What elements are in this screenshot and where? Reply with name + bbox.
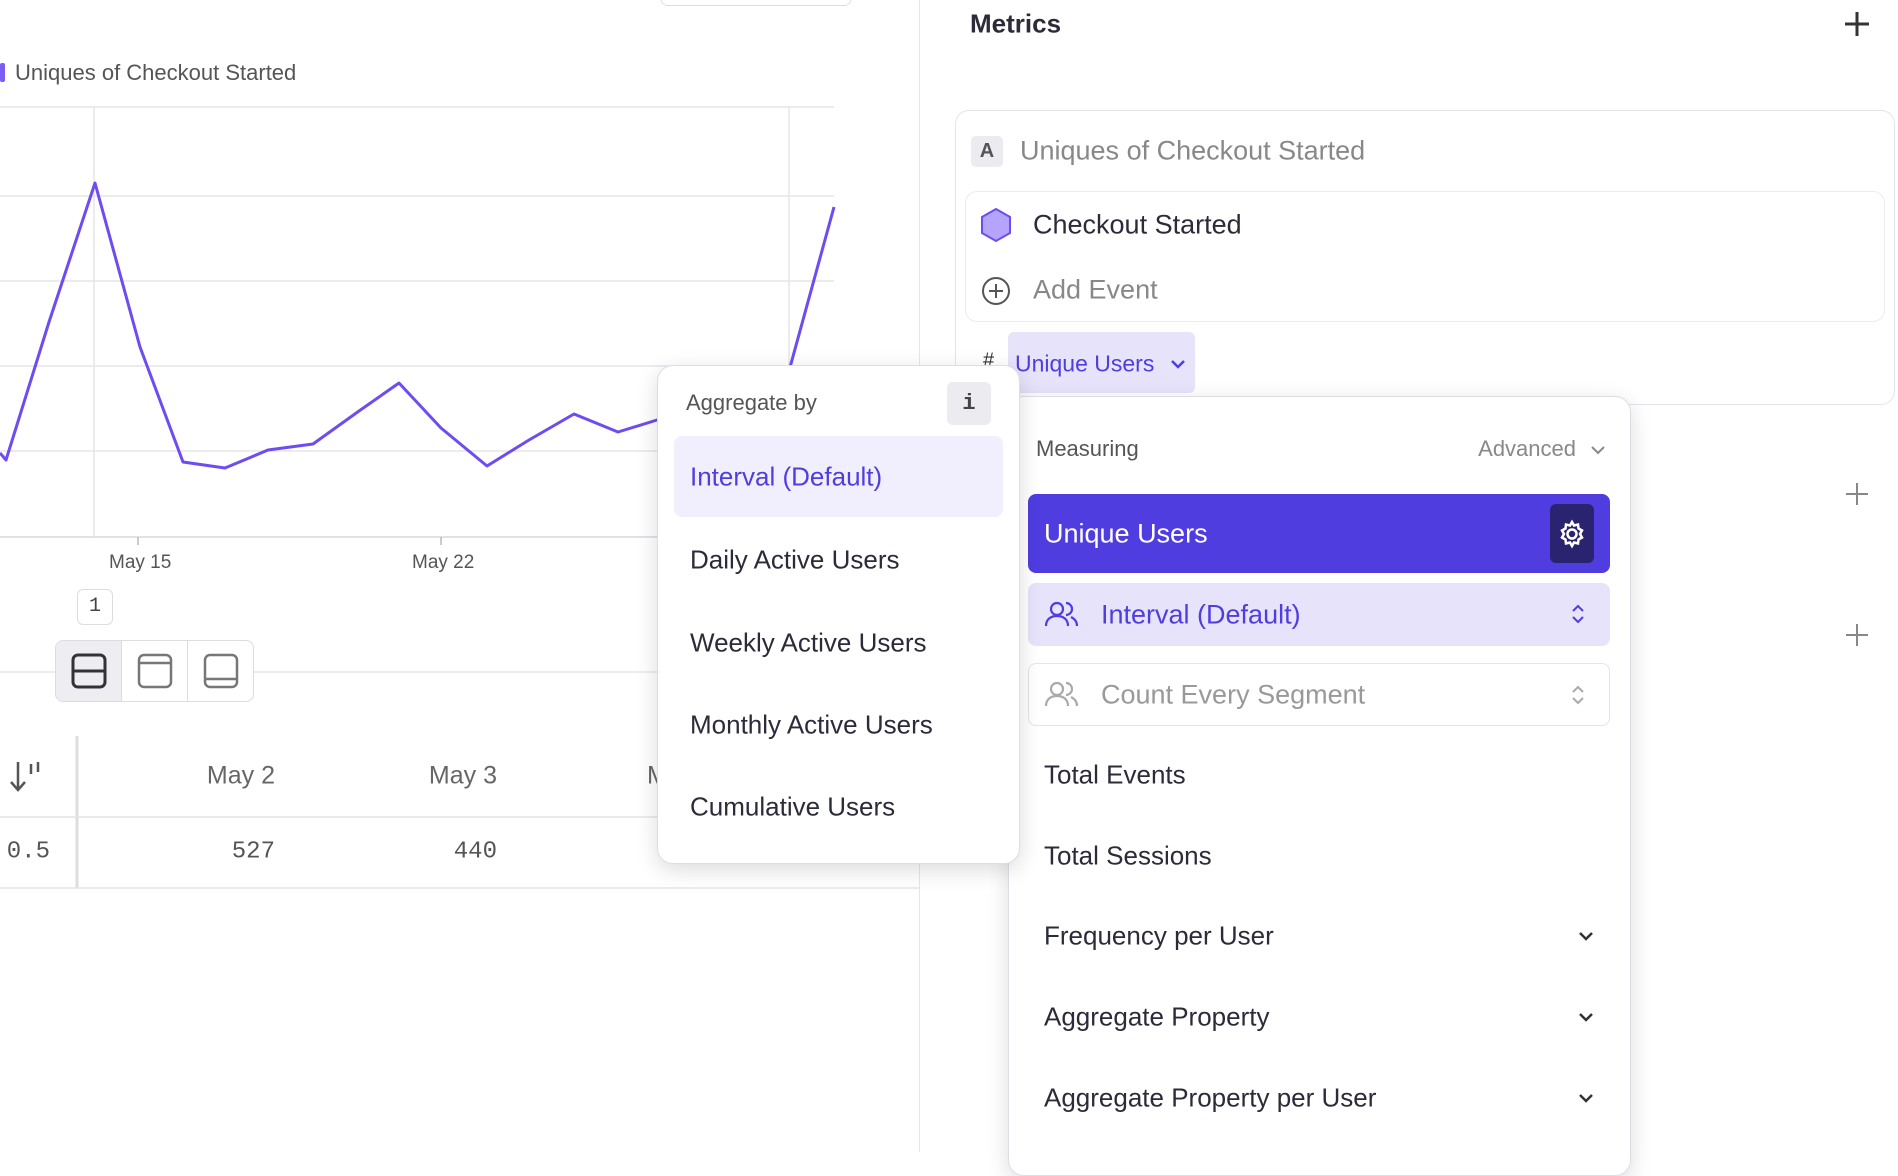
updown-icon	[1572, 685, 1584, 705]
legend-label: Uniques of Checkout Started	[15, 60, 297, 85]
aggregate-option[interactable]: Interval (Default)	[690, 461, 883, 492]
measure-chip[interactable]	[1008, 332, 1195, 393]
option-highlight	[674, 436, 1003, 517]
segment-select[interactable]	[1028, 663, 1610, 726]
chevron	[1591, 446, 1605, 455]
menu-title: Measuring	[1036, 436, 1139, 461]
add-button[interactable]	[1845, 482, 1869, 506]
aggregate-option[interactable]: Monthly Active Users	[690, 709, 933, 740]
column-header: May 2	[206, 761, 275, 790]
measure-option[interactable]: Frequency per User	[1044, 920, 1274, 951]
legend-swatch	[0, 63, 5, 82]
aggregation-label: Interval (Default)	[1101, 599, 1301, 630]
selected-label: Unique Users	[1044, 518, 1208, 549]
add-event[interactable]: Add Event	[1033, 274, 1158, 305]
menu-title: Aggregate by	[686, 390, 817, 415]
metric-letter: A	[971, 136, 1003, 167]
add-event-icon	[982, 277, 1010, 305]
metric-name[interactable]: Uniques of Checkout Started	[1020, 135, 1366, 166]
x-tick-label: May 15	[109, 552, 172, 573]
measure-option[interactable]: Total Sessions	[1044, 840, 1212, 871]
measure-chip-label: Unique Users	[1015, 350, 1155, 377]
advanced-toggle[interactable]: Advanced	[1478, 436, 1576, 461]
event-box	[965, 191, 1885, 322]
chevron	[1579, 1013, 1593, 1022]
selected-option[interactable]	[1028, 494, 1610, 573]
aggregate-option[interactable]: Daily Active Users	[690, 544, 900, 575]
measure-option[interactable]: Aggregate Property per User	[1044, 1082, 1377, 1113]
users-icon	[1044, 681, 1079, 707]
info-button[interactable]: i	[947, 382, 991, 425]
toggle-table[interactable]	[188, 641, 253, 701]
cell: 440	[453, 838, 497, 866]
series-line	[0, 181, 836, 470]
add-metric[interactable]	[1843, 10, 1871, 38]
toggle-chart[interactable]	[122, 641, 188, 701]
aggregation-select[interactable]	[1028, 583, 1610, 646]
segment-label: Count Every Segment	[1101, 679, 1366, 710]
aggregate-option[interactable]: Weekly Active Users	[690, 627, 927, 658]
measure-option[interactable]: Aggregate Property	[1044, 1001, 1270, 1032]
layout-toggle	[55, 640, 254, 702]
event-name[interactable]: Checkout Started	[1033, 209, 1242, 240]
chevron	[1579, 932, 1593, 941]
users-icon	[1044, 601, 1079, 627]
x-tick-label: May 22	[412, 552, 475, 573]
event-icon	[981, 207, 1011, 243]
updown-icon	[1572, 604, 1584, 624]
cell: 0.5	[6, 838, 50, 866]
measure-option[interactable]: Total Events	[1044, 759, 1186, 790]
aggregate-option[interactable]: Cumulative Users	[690, 791, 896, 822]
column-header: May 3	[428, 761, 497, 790]
toggle-split[interactable]	[56, 641, 122, 701]
hash: #	[983, 349, 995, 372]
panel-title: Metrics	[970, 8, 1062, 39]
settings-button[interactable]	[1550, 504, 1594, 563]
chevron	[1171, 360, 1185, 369]
badge[interactable]: 1	[77, 589, 113, 625]
add-button[interactable]	[1845, 623, 1869, 647]
chevron	[1579, 1094, 1593, 1103]
cell: 527	[231, 838, 275, 866]
